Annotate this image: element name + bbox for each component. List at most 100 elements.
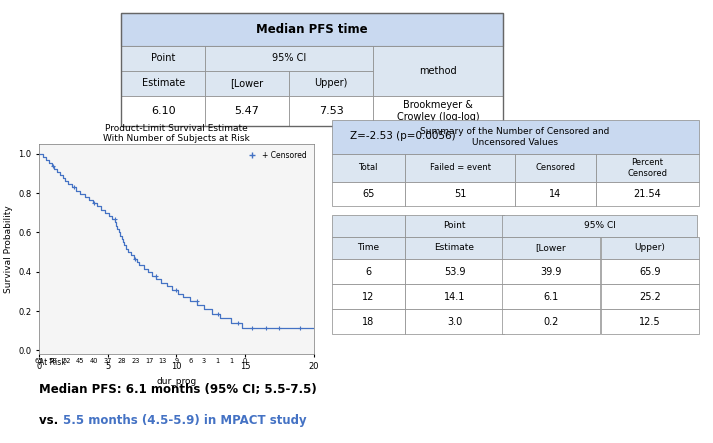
FancyBboxPatch shape: [405, 259, 504, 284]
FancyBboxPatch shape: [373, 46, 503, 96]
Text: 0: 0: [243, 358, 247, 364]
Text: 7.53: 7.53: [319, 106, 344, 116]
FancyBboxPatch shape: [596, 154, 699, 182]
FancyBboxPatch shape: [289, 96, 373, 126]
Text: 6: 6: [365, 267, 371, 277]
FancyBboxPatch shape: [502, 309, 600, 334]
Text: 65: 65: [35, 358, 43, 364]
Text: 12: 12: [362, 292, 374, 302]
Text: Median PFS time: Median PFS time: [256, 23, 368, 36]
Text: 18: 18: [362, 317, 374, 327]
FancyBboxPatch shape: [405, 182, 515, 206]
Text: Percent
Censored: Percent Censored: [627, 158, 667, 178]
Text: Time: Time: [357, 244, 379, 253]
FancyBboxPatch shape: [602, 284, 699, 309]
FancyBboxPatch shape: [405, 154, 515, 182]
FancyBboxPatch shape: [332, 154, 405, 182]
Text: 3.0: 3.0: [447, 317, 462, 327]
FancyBboxPatch shape: [332, 259, 405, 284]
Text: 65.9: 65.9: [640, 267, 661, 277]
Text: 5.47: 5.47: [235, 106, 260, 116]
FancyBboxPatch shape: [405, 237, 504, 259]
FancyBboxPatch shape: [332, 120, 699, 154]
Text: 53.9: 53.9: [443, 267, 466, 277]
Text: 5.5 months (4.5-5.9) in MPACT study: 5.5 months (4.5-5.9) in MPACT study: [63, 414, 307, 427]
FancyBboxPatch shape: [596, 182, 699, 206]
Text: Brookmeyer &
Crowley (log-log): Brookmeyer & Crowley (log-log): [396, 100, 479, 122]
Text: Estimate: Estimate: [434, 244, 475, 253]
Text: Estimate: Estimate: [142, 78, 185, 88]
FancyBboxPatch shape: [205, 46, 373, 71]
Text: 95% CI: 95% CI: [272, 54, 306, 63]
FancyBboxPatch shape: [602, 259, 699, 284]
FancyBboxPatch shape: [121, 46, 205, 71]
Text: [Lower: [Lower: [535, 244, 566, 253]
Text: 13: 13: [158, 358, 167, 364]
Text: Point: Point: [443, 222, 466, 230]
FancyBboxPatch shape: [332, 182, 405, 206]
Text: 6.10: 6.10: [151, 106, 175, 116]
FancyBboxPatch shape: [602, 237, 699, 259]
Text: 39.9: 39.9: [540, 267, 562, 277]
Text: 40: 40: [90, 358, 98, 364]
FancyBboxPatch shape: [502, 215, 697, 237]
FancyBboxPatch shape: [405, 215, 504, 237]
Text: Z=-2.53 (p=0.0056): Z=-2.53 (p=0.0056): [350, 131, 456, 141]
FancyBboxPatch shape: [205, 71, 289, 96]
Text: 45: 45: [76, 358, 85, 364]
Text: 6.1: 6.1: [543, 292, 558, 302]
Text: 6: 6: [188, 358, 193, 364]
Text: 17: 17: [145, 358, 153, 364]
Text: Upper): Upper): [635, 244, 665, 253]
Text: At Risk: At Risk: [39, 358, 66, 367]
FancyBboxPatch shape: [332, 309, 405, 334]
FancyBboxPatch shape: [602, 309, 699, 334]
Text: 1: 1: [230, 358, 233, 364]
Text: 9: 9: [175, 358, 178, 364]
FancyBboxPatch shape: [502, 259, 600, 284]
FancyBboxPatch shape: [405, 284, 504, 309]
Text: 14.1: 14.1: [444, 292, 466, 302]
FancyBboxPatch shape: [121, 96, 205, 126]
Text: 1: 1: [215, 358, 220, 364]
Text: 28: 28: [118, 358, 125, 364]
FancyBboxPatch shape: [502, 284, 600, 309]
Text: 65: 65: [362, 189, 374, 199]
Title: Product-Limit Survival Estimate
With Number of Subjects at Risk: Product-Limit Survival Estimate With Num…: [103, 124, 250, 143]
Text: [Lower: [Lower: [230, 78, 264, 88]
Legend: + Censored: + Censored: [242, 148, 310, 163]
Text: 21.54: 21.54: [633, 189, 661, 199]
Text: 25.2: 25.2: [640, 292, 661, 302]
FancyBboxPatch shape: [332, 215, 405, 237]
FancyBboxPatch shape: [332, 237, 405, 259]
FancyBboxPatch shape: [121, 71, 205, 96]
Text: Censored: Censored: [535, 163, 575, 172]
FancyBboxPatch shape: [373, 96, 503, 126]
FancyBboxPatch shape: [405, 309, 504, 334]
Text: 3: 3: [202, 358, 206, 364]
Text: 58: 58: [48, 358, 57, 364]
FancyBboxPatch shape: [515, 182, 596, 206]
FancyBboxPatch shape: [121, 13, 503, 46]
Text: 14: 14: [550, 189, 562, 199]
FancyBboxPatch shape: [502, 237, 600, 259]
Y-axis label: Survival Probability: Survival Probability: [4, 205, 13, 293]
Text: Failed = event: Failed = event: [429, 163, 491, 172]
Text: 51: 51: [454, 189, 466, 199]
Text: 23: 23: [131, 358, 140, 364]
Text: 37: 37: [103, 358, 112, 364]
FancyBboxPatch shape: [515, 154, 596, 182]
Text: Total: Total: [359, 163, 378, 172]
Text: 95% CI: 95% CI: [584, 222, 615, 230]
Text: Median PFS: 6.1 months (95% CI; 5.5-7.5): Median PFS: 6.1 months (95% CI; 5.5-7.5): [39, 383, 317, 396]
X-axis label: dur_prog: dur_prog: [156, 377, 197, 385]
FancyBboxPatch shape: [332, 284, 405, 309]
Text: Point: Point: [151, 54, 175, 63]
Text: 12.5: 12.5: [640, 317, 661, 327]
Text: Upper): Upper): [314, 78, 348, 88]
FancyBboxPatch shape: [205, 96, 289, 126]
Text: Summary of the Number of Censored and
Uncensored Values: Summary of the Number of Censored and Un…: [421, 127, 610, 147]
FancyBboxPatch shape: [289, 71, 373, 96]
Text: vs.: vs.: [39, 414, 63, 427]
Text: 52: 52: [63, 358, 71, 364]
